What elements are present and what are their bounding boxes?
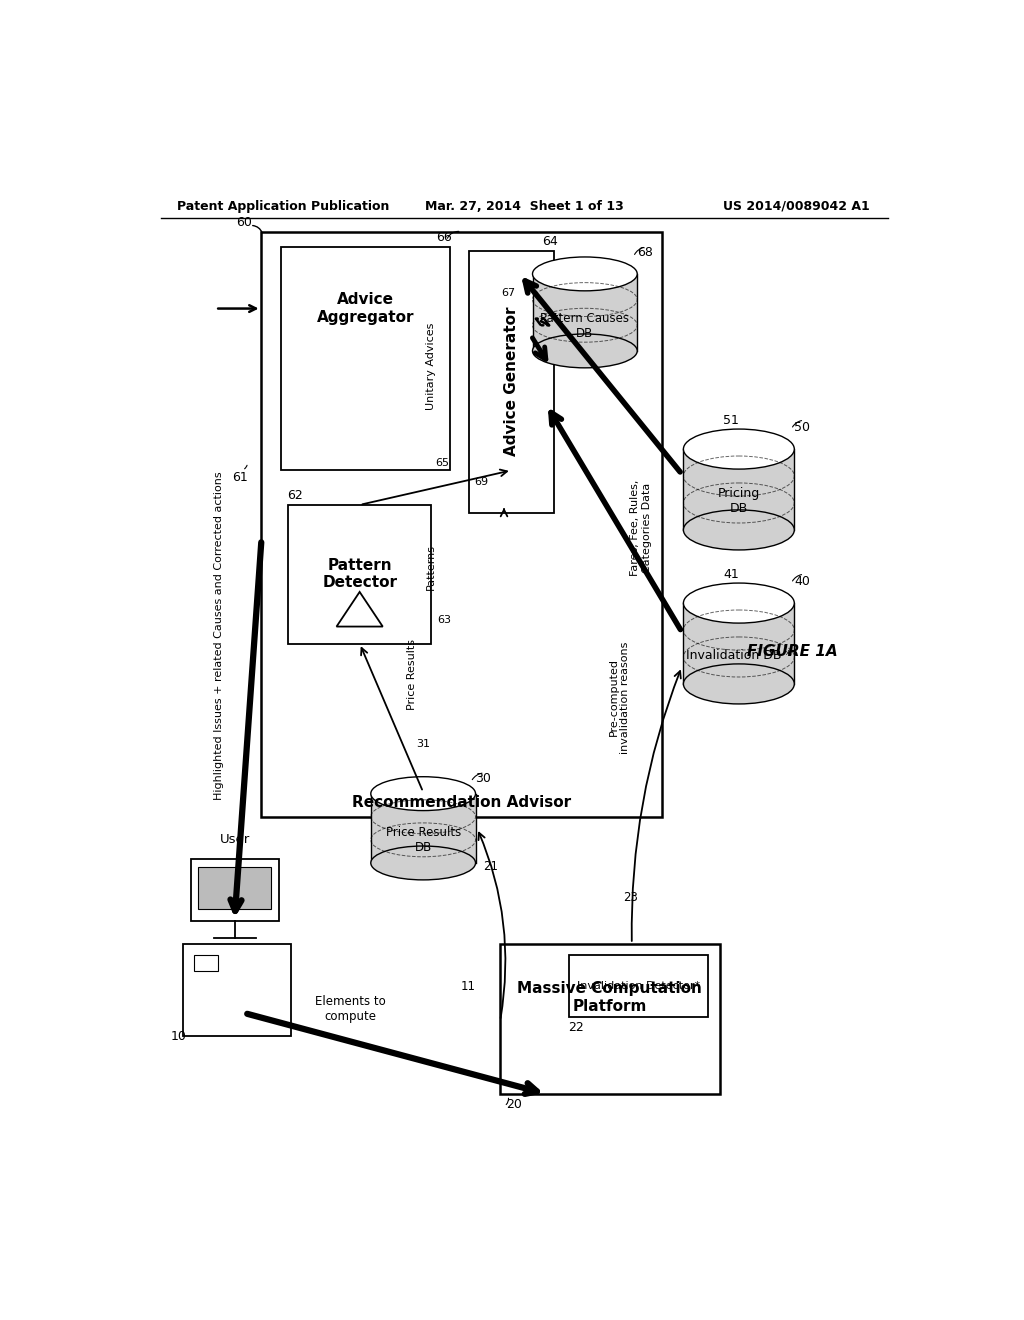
Text: 30: 30 (475, 772, 492, 785)
Ellipse shape (683, 510, 795, 550)
Text: 60: 60 (237, 215, 253, 228)
Text: 11: 11 (461, 979, 475, 993)
Bar (183, 944, 291, 1036)
Bar (190, 859, 280, 921)
Text: Price Results
DB: Price Results DB (385, 826, 461, 854)
Text: Patent Application Publication: Patent Application Publication (177, 199, 389, 213)
Bar (469, 251, 554, 512)
Ellipse shape (683, 583, 795, 623)
Ellipse shape (371, 846, 475, 880)
Text: Price Results: Price Results (407, 639, 417, 710)
Text: User: User (219, 833, 250, 846)
Text: Patterns: Patterns (426, 544, 436, 590)
Text: FIGURE 1A: FIGURE 1A (748, 644, 838, 659)
Text: 63: 63 (437, 615, 452, 626)
Text: 68: 68 (637, 246, 653, 259)
Bar (500, 944, 720, 1094)
Text: 51: 51 (723, 413, 739, 426)
Polygon shape (337, 591, 383, 627)
Text: Elements to
compute: Elements to compute (314, 995, 385, 1023)
Text: Pricing
DB: Pricing DB (718, 487, 760, 515)
Text: 21: 21 (483, 861, 499, 874)
Bar (289, 506, 431, 644)
Text: 20: 20 (506, 1098, 522, 1111)
Text: 23: 23 (624, 891, 639, 904)
Text: Advice Generator: Advice Generator (504, 308, 519, 457)
Bar (683, 449, 795, 529)
Text: 41: 41 (723, 568, 739, 581)
Text: Highlighted Issues + related Causes and Corrected actions: Highlighted Issues + related Causes and … (214, 471, 224, 800)
Bar (371, 793, 475, 863)
Text: 64: 64 (543, 235, 558, 248)
Ellipse shape (532, 334, 637, 368)
Text: US 2014/0089042 A1: US 2014/0089042 A1 (723, 199, 869, 213)
Text: 66: 66 (436, 231, 452, 244)
Bar (195, 956, 217, 970)
Text: Invalidation DB *: Invalidation DB * (686, 648, 792, 661)
Text: Invalidation Detector*: Invalidation Detector* (578, 981, 700, 991)
Text: Recommendation Advisor: Recommendation Advisor (352, 796, 571, 810)
Text: 40: 40 (794, 576, 810, 589)
Bar (199, 867, 271, 909)
Text: 69: 69 (474, 477, 488, 487)
Text: 10: 10 (171, 1030, 187, 1043)
Text: 22: 22 (567, 1022, 584, 1035)
Ellipse shape (683, 664, 795, 704)
Text: 62: 62 (287, 490, 302, 502)
Text: 31: 31 (416, 739, 430, 748)
Text: 61: 61 (232, 471, 248, 484)
Text: Advice
Aggregator: Advice Aggregator (316, 292, 414, 325)
Bar (683, 603, 795, 684)
Text: Pattern Causes
DB: Pattern Causes DB (541, 313, 630, 341)
Text: Pattern
Detector: Pattern Detector (323, 558, 397, 590)
Ellipse shape (532, 257, 637, 290)
Text: 50: 50 (794, 421, 810, 434)
Ellipse shape (371, 776, 475, 810)
Bar (281, 247, 451, 470)
Bar (261, 231, 662, 817)
Text: Unitary Advices: Unitary Advices (426, 322, 436, 411)
Text: Mar. 27, 2014  Sheet 1 of 13: Mar. 27, 2014 Sheet 1 of 13 (425, 199, 625, 213)
Bar (569, 956, 708, 1016)
Ellipse shape (683, 429, 795, 469)
Text: 67: 67 (501, 288, 515, 298)
Text: Massive Computation
Platform: Massive Computation Platform (517, 982, 702, 1014)
Bar (532, 275, 637, 351)
Text: Pre-computed
invalidation reasons: Pre-computed invalidation reasons (608, 642, 631, 754)
Text: Fares, Fee, Rules,
Categories Data: Fares, Fee, Rules, Categories Data (630, 479, 652, 577)
Text: 65: 65 (435, 458, 450, 467)
